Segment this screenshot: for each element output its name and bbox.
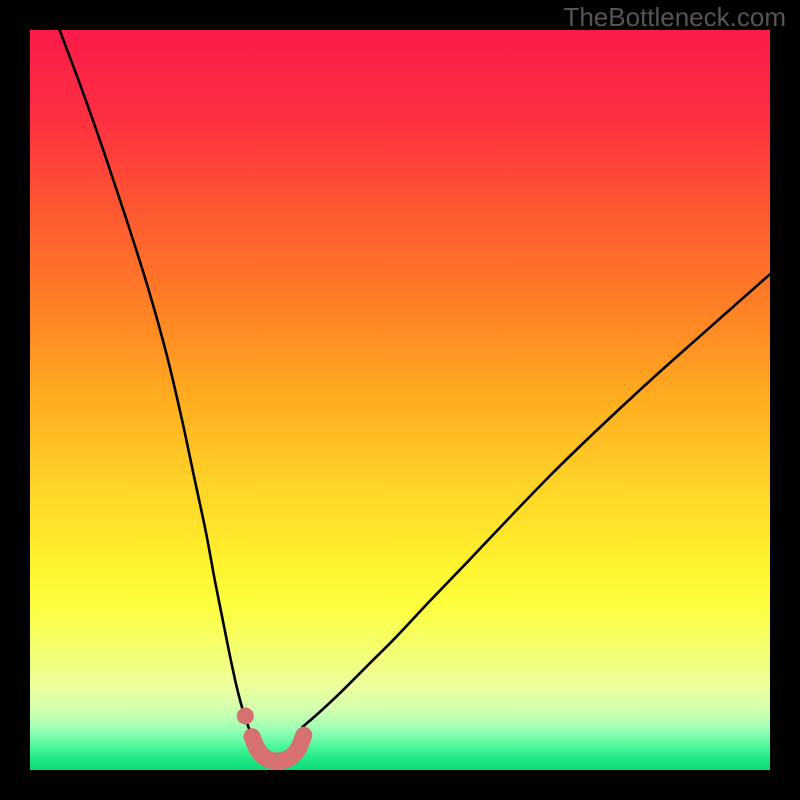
highlight-dot: [237, 707, 254, 724]
bottleneck-chart: [30, 30, 770, 770]
watermark-text: TheBottleneck.com: [563, 2, 786, 33]
chart-frame: TheBottleneck.com: [0, 0, 800, 800]
gradient-background: [30, 30, 770, 770]
plot-area: [30, 30, 770, 770]
